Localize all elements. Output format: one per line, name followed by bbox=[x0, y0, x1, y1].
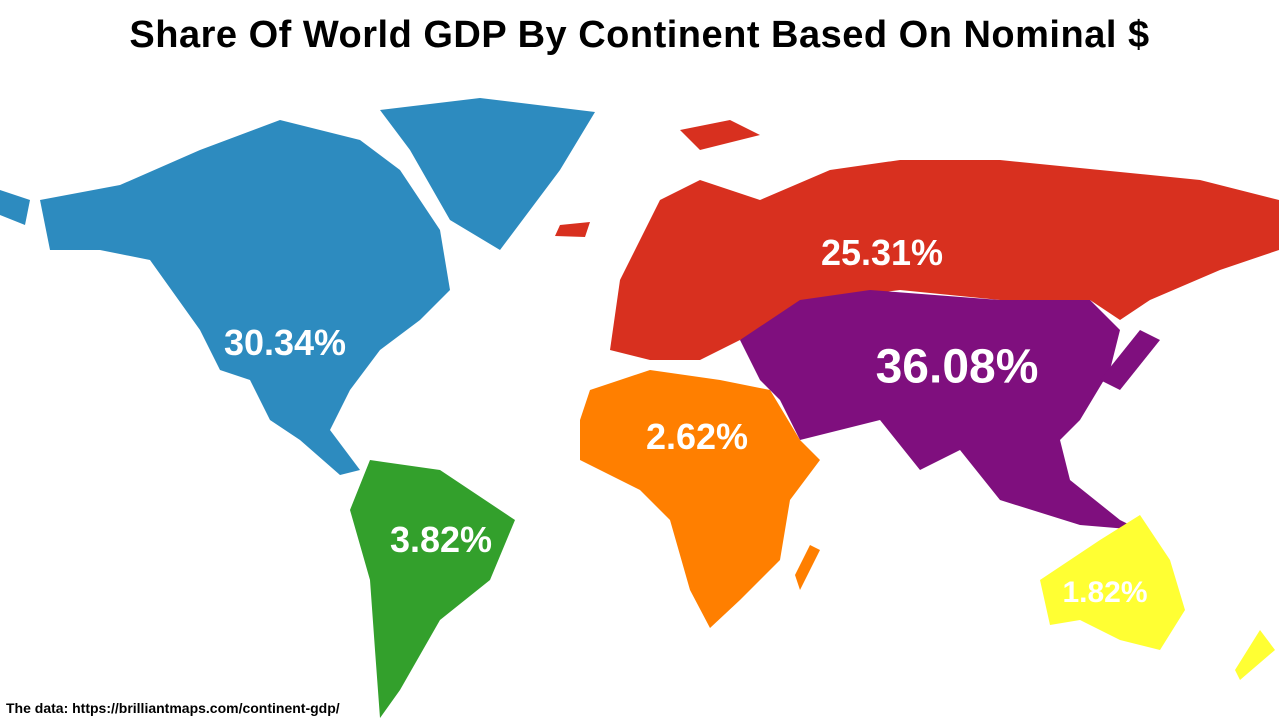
south-america-share-label: 3.82% bbox=[389, 519, 493, 560]
africa-region bbox=[580, 370, 820, 628]
oceania-landmass bbox=[1235, 630, 1275, 680]
europe-landmass bbox=[555, 222, 590, 237]
north-america-region bbox=[0, 98, 595, 475]
map-title: Share Of World GDP By Continent Based On… bbox=[129, 14, 1150, 56]
asia-landmass bbox=[740, 290, 1140, 530]
asia-landmass bbox=[1100, 330, 1160, 390]
africa-share-label: 2.62% bbox=[645, 416, 749, 457]
oceania-share-label: 1.82% bbox=[1062, 576, 1148, 609]
africa-landmass bbox=[795, 545, 820, 590]
oceania-landmass bbox=[1040, 515, 1185, 650]
africa-landmass bbox=[580, 370, 820, 628]
europe-region bbox=[555, 120, 1279, 360]
oceania-region bbox=[1040, 515, 1275, 680]
south-america-region bbox=[350, 460, 515, 718]
data-source-note: The data: https://brilliantmaps.com/cont… bbox=[6, 700, 340, 716]
asia-region bbox=[740, 290, 1160, 530]
north-america-share-label: 30.34% bbox=[223, 322, 347, 363]
europe-share-label: 25.31% bbox=[820, 232, 944, 273]
europe-landmass bbox=[680, 120, 760, 150]
south-america-landmass bbox=[350, 460, 515, 718]
europe-landmass bbox=[610, 160, 1279, 360]
north-america-landmass bbox=[0, 190, 30, 225]
asia-share-label: 36.08% bbox=[875, 340, 1039, 394]
north-america-landmass bbox=[380, 98, 595, 250]
north-america-landmass bbox=[40, 120, 450, 475]
